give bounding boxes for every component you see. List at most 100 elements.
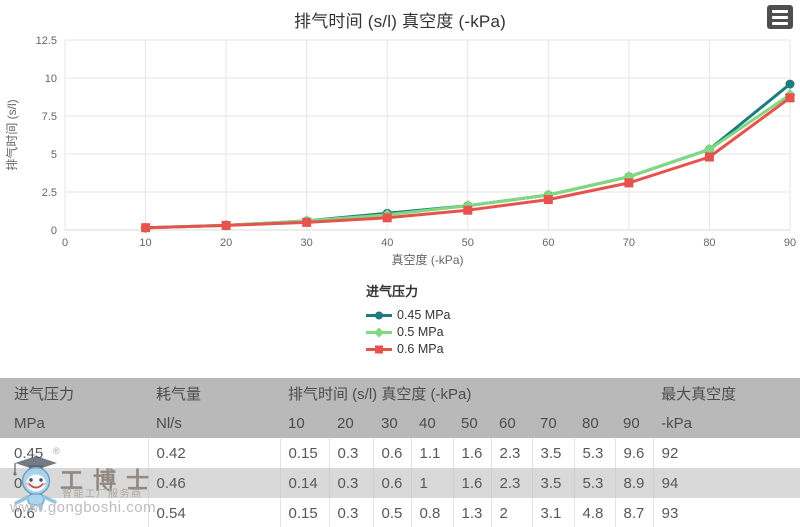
data-point[interactable] [374,327,384,337]
table-subheader-cell: MPa [0,409,148,438]
table-cell: 8.7 [614,498,654,527]
table-cell: 3.5 [531,468,574,498]
table-subheader-cell: 70 [532,409,574,438]
legend-label: 0.6 MPa [397,342,444,356]
y-axis-title: 排气时间 (s/l) [4,99,19,170]
x-tick-label: 70 [623,237,635,249]
chart-title: 排气时间 (s/l) 真空度 (-kPa) [294,12,506,31]
data-point[interactable] [703,143,716,156]
x-tick-label: 60 [542,237,554,249]
table-cell: 0.3 [328,468,373,498]
table-cell: 0.5 [372,498,411,527]
y-tick-label: 10 [45,73,57,85]
y-tick-label: 5 [51,149,57,161]
data-point[interactable] [221,220,231,230]
table-subheader-cell: -kPa [653,409,800,438]
legend-title: 进气压力 [366,284,419,299]
table-header-cell: 耗气量 [148,378,280,409]
legend-item[interactable]: 0.5 MPa [366,325,451,339]
table-cell: 0.6 [372,468,411,498]
table-header-cell: 最大真空度 [653,378,800,409]
x-axis-title: 真空度 (-kPa) [391,252,463,267]
table-cell: 0.3 [328,438,373,468]
table-subheader-cell: 60 [491,409,532,438]
table-cell: 0.5 [0,468,148,498]
table-cell: 1.1 [410,438,453,468]
table-cell: 5.3 [573,438,615,468]
legend-item[interactable]: 0.6 MPa [366,342,451,356]
legend-label: 0.5 MPa [397,325,444,339]
table-subheader-cell: 40 [411,409,453,438]
hamburger-icon [772,9,788,13]
table-cell: 0.54 [147,498,280,527]
table-cell: 0.15 [279,498,329,527]
table-subheader-cell: 30 [373,409,411,438]
table-header-cell: 进气压力 [0,378,148,409]
table-cell: 0.3 [328,498,373,527]
table-cell: 2.3 [490,468,532,498]
y-tick-label: 2.5 [42,187,57,199]
table-cell: 0.6 [372,438,411,468]
data-point[interactable] [141,223,151,233]
data-point[interactable] [785,79,795,89]
legend-items: 0.45 MPa 0.5 MPa 0.6 MPa [366,308,451,356]
table-cell: 0.46 [147,468,280,498]
chart-legend: 进气压力 0.45 MPa 0.5 MPa 0.6 MPa [366,281,451,359]
table-subheader-cell: Nl/s [148,409,280,438]
y-tick-label: 12.5 [36,35,57,47]
table-cell: 0.6 [0,498,148,527]
table-cell: 0.45 [0,438,148,468]
line-chart: 0 10 20 30 40 50 60 70 80 90 0 2.5 5 7.5 10 12.5 真空度 (-k… [4,35,796,267]
legend-marker-diamond [366,327,392,337]
legend-item[interactable]: 0.45 MPa [366,308,451,322]
table-row: 0.45 0.42 0.15 0.3 0.6 1.1 1.6 2.3 3.5 5.3 9.6 92 [0,438,800,468]
y-tick-label: 7.5 [42,111,57,123]
x-tick-label: 40 [381,237,393,249]
y-tick-label: 0 [51,225,57,237]
table-cell: 1.3 [452,498,491,527]
data-point[interactable] [704,152,714,162]
data-point[interactable] [375,311,383,319]
legend-label: 0.45 MPa [397,308,451,322]
table-cell: 92 [652,438,800,468]
table-row: 0.5 0.46 0.14 0.3 0.6 1 1.6 2.3 3.5 5.3 8.9 94 [0,468,800,498]
table-cell: 93 [652,498,800,527]
legend-marker-square [366,345,392,353]
data-point[interactable] [382,213,392,223]
table-cell: 2 [490,498,532,527]
table-cell: 1.6 [452,468,491,498]
table-cell: 1.6 [452,438,491,468]
table-cell: 2.3 [490,438,532,468]
x-tick-label: 0 [62,237,68,249]
table-subheader-cell: 80 [574,409,615,438]
data-point[interactable] [463,205,473,215]
table-cell: 9.6 [614,438,654,468]
table-subheader-cell: 90 [615,409,654,438]
chart-export-menu-button[interactable] [767,5,793,29]
x-tick-label: 80 [703,237,715,249]
table-cell: 0.14 [279,468,329,498]
table-cell: 8.9 [614,468,654,498]
table-cell: 0.42 [147,438,280,468]
data-point[interactable] [543,195,553,205]
x-tick-label: 20 [220,237,232,249]
table-cell: 94 [652,468,800,498]
data-point[interactable] [785,93,795,103]
data-point[interactable] [375,345,383,353]
table-cell: 1 [410,468,453,498]
table-subheader-cell: 50 [453,409,491,438]
table-cell: 3.5 [531,438,574,468]
table-cell: 5.3 [573,468,615,498]
x-tick-label: 90 [784,237,796,249]
table-header-cell: 排气时间 (s/l) 真空度 (-kPa) [280,378,654,409]
table-cell: 0.15 [279,438,329,468]
table-subheader-cell: 10 [280,409,329,438]
table-cell: 0.8 [410,498,453,527]
x-tick-label: 30 [301,237,313,249]
table-subheader-cell: 20 [329,409,373,438]
data-point[interactable] [302,217,312,227]
spec-table: 进气压力 耗气量 排气时间 (s/l) 真空度 (-kPa) 最大真空度 MPa Nl/s… [0,378,800,527]
table-cell: 4.8 [573,498,615,527]
data-point[interactable] [624,178,634,188]
